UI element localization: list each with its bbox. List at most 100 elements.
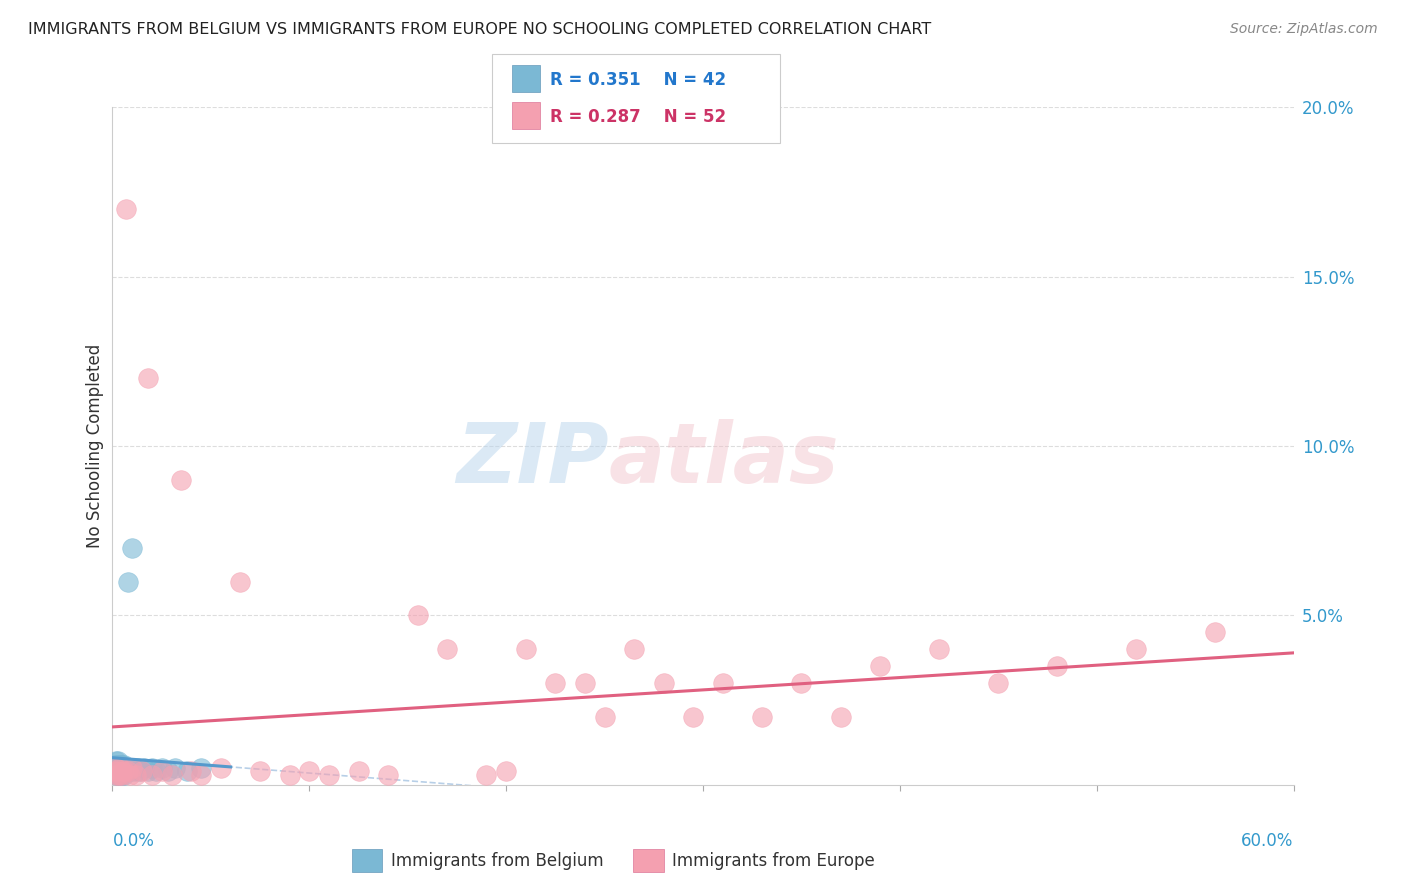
Point xyxy=(110,761,132,775)
Point xyxy=(107,757,129,772)
Point xyxy=(131,764,153,779)
Point xyxy=(160,768,183,782)
Point xyxy=(115,764,138,779)
Point xyxy=(111,768,134,782)
Point xyxy=(229,574,252,589)
Point xyxy=(110,764,132,779)
Point xyxy=(115,761,138,775)
Point xyxy=(406,608,429,623)
Point xyxy=(475,768,498,782)
Point xyxy=(111,764,134,779)
Point xyxy=(495,764,517,779)
Point xyxy=(623,642,645,657)
Point xyxy=(125,764,148,779)
Point xyxy=(170,473,193,487)
Point xyxy=(120,761,142,775)
Point xyxy=(129,764,152,779)
Text: Immigrants from Europe: Immigrants from Europe xyxy=(672,852,875,870)
Point xyxy=(110,768,132,782)
Point xyxy=(117,764,139,779)
Point xyxy=(107,764,129,779)
Text: IMMIGRANTS FROM BELGIUM VS IMMIGRANTS FROM EUROPE NO SCHOOLING COMPLETED CORRELA: IMMIGRANTS FROM BELGIUM VS IMMIGRANTS FR… xyxy=(28,22,931,37)
Point xyxy=(515,642,537,657)
Point xyxy=(150,764,173,779)
Point xyxy=(652,676,675,690)
Point xyxy=(574,676,596,690)
Text: R = 0.351    N = 42: R = 0.351 N = 42 xyxy=(550,70,725,88)
Point xyxy=(105,768,128,782)
Point xyxy=(377,768,399,782)
Point xyxy=(111,757,134,772)
Point xyxy=(711,676,734,690)
Point xyxy=(165,761,187,775)
Point xyxy=(120,768,142,782)
Point xyxy=(830,710,852,724)
Point xyxy=(107,761,129,775)
Point xyxy=(136,371,159,385)
Text: 0.0%: 0.0% xyxy=(112,832,155,850)
Point xyxy=(209,761,232,775)
Point xyxy=(105,757,128,772)
Text: R = 0.287    N = 52: R = 0.287 N = 52 xyxy=(550,108,725,126)
Point xyxy=(105,761,128,775)
Point xyxy=(682,710,704,724)
Point xyxy=(278,768,301,782)
Text: Immigrants from Belgium: Immigrants from Belgium xyxy=(391,852,603,870)
Point xyxy=(136,764,159,779)
Point xyxy=(105,761,128,775)
Point xyxy=(125,768,148,782)
Point xyxy=(103,757,125,772)
Point xyxy=(141,768,163,782)
Text: 60.0%: 60.0% xyxy=(1241,832,1294,850)
Point xyxy=(145,764,167,779)
Point xyxy=(110,768,132,782)
Point xyxy=(156,764,179,779)
Point xyxy=(928,642,950,657)
Point xyxy=(111,764,134,779)
Point xyxy=(110,761,132,775)
Point xyxy=(117,574,139,589)
Point xyxy=(122,761,145,775)
Point xyxy=(121,764,143,779)
Point xyxy=(987,676,1010,690)
Point xyxy=(105,768,128,782)
Text: Source: ZipAtlas.com: Source: ZipAtlas.com xyxy=(1230,22,1378,37)
Point xyxy=(103,761,125,775)
Point xyxy=(869,659,891,673)
Point xyxy=(249,764,271,779)
Point xyxy=(121,541,143,555)
Point xyxy=(112,757,135,772)
Point xyxy=(121,761,143,775)
Point xyxy=(107,768,129,782)
Point xyxy=(347,764,370,779)
Point xyxy=(117,764,139,779)
Point xyxy=(111,761,134,775)
Point xyxy=(107,764,129,779)
Point xyxy=(150,761,173,775)
Point xyxy=(1125,642,1147,657)
Point xyxy=(190,761,212,775)
Point xyxy=(298,764,321,779)
Text: atlas: atlas xyxy=(609,419,839,500)
Point xyxy=(112,768,135,782)
Point xyxy=(318,768,340,782)
Point xyxy=(751,710,773,724)
Point xyxy=(190,768,212,782)
Point xyxy=(132,761,155,775)
Point xyxy=(544,676,567,690)
Point xyxy=(112,761,135,775)
Point xyxy=(1204,625,1226,640)
Point xyxy=(593,710,616,724)
Point xyxy=(110,757,132,772)
Point xyxy=(105,754,128,768)
Point xyxy=(103,764,125,779)
Point xyxy=(107,754,129,768)
Point xyxy=(112,764,135,779)
Point xyxy=(115,202,138,216)
Point xyxy=(141,761,163,775)
Y-axis label: No Schooling Completed: No Schooling Completed xyxy=(86,344,104,548)
Point xyxy=(127,761,149,775)
Point xyxy=(180,764,202,779)
Point xyxy=(176,764,198,779)
Point xyxy=(436,642,458,657)
